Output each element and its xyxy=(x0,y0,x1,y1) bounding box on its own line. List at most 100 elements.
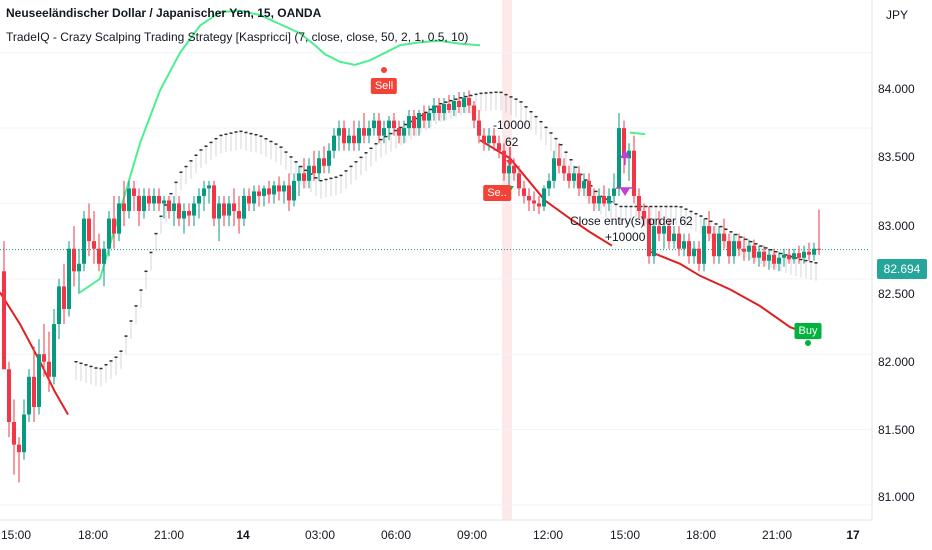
candle-up xyxy=(427,113,431,121)
candle-up xyxy=(52,324,56,377)
candle-down xyxy=(537,203,541,207)
candle-up xyxy=(332,135,336,151)
candle-down xyxy=(712,233,716,257)
candle-down xyxy=(222,203,226,216)
sell-signal-label[interactable]: Se.. xyxy=(483,185,511,201)
candle-up xyxy=(57,286,61,325)
candle-up xyxy=(552,158,556,181)
candle-down xyxy=(267,188,271,195)
time-tick: 17 xyxy=(846,528,860,542)
candle-down xyxy=(687,241,691,257)
candle-up xyxy=(77,263,81,272)
candle-down xyxy=(437,105,441,114)
candle-up xyxy=(197,195,201,204)
candle-up xyxy=(142,195,146,212)
candle-down xyxy=(97,248,101,264)
candle-down xyxy=(112,218,116,234)
candle-down xyxy=(7,369,11,423)
candle-up xyxy=(307,165,311,181)
candle-up xyxy=(627,150,631,159)
candle-up xyxy=(22,414,26,453)
candle-down xyxy=(277,185,281,192)
buy-dot xyxy=(805,340,811,346)
indicator-legend[interactable]: TradeIQ - Crazy Scalping Trading Strateg… xyxy=(6,30,469,44)
candle-down xyxy=(157,195,161,204)
close-entry-label: Close entry(s) order 62 xyxy=(570,214,693,228)
candle-down xyxy=(137,195,141,212)
candle-down xyxy=(177,203,181,219)
candle-up xyxy=(82,218,86,264)
price-tick: 83.500 xyxy=(878,150,915,164)
candle-up xyxy=(127,188,131,212)
time-tick: 12:00 xyxy=(532,528,564,542)
candle-down xyxy=(502,150,506,174)
candle-down xyxy=(232,203,236,212)
candle-down xyxy=(147,195,151,204)
candle-up xyxy=(507,165,511,174)
candle-up xyxy=(542,188,546,207)
upper-band-line xyxy=(629,131,646,136)
candle-down xyxy=(697,248,701,264)
candle-up xyxy=(272,185,276,195)
candle-down xyxy=(622,128,626,159)
candle-down xyxy=(422,113,426,121)
sell-signal-label[interactable]: Sell xyxy=(370,78,398,94)
candle-up xyxy=(292,180,296,201)
candle-up xyxy=(692,248,696,257)
candles xyxy=(2,90,821,483)
candle-up xyxy=(757,251,761,258)
candle-down xyxy=(527,195,531,201)
candle-down xyxy=(72,248,76,272)
candle-down xyxy=(447,104,451,111)
buy-signal-label[interactable]: Buy xyxy=(794,323,822,339)
candle-up xyxy=(732,241,736,257)
candle-down xyxy=(742,248,746,252)
candle-down xyxy=(342,128,346,144)
candle-down xyxy=(122,203,126,212)
candle-up xyxy=(582,180,586,189)
candle-down xyxy=(532,200,536,204)
symbol-title[interactable]: Neuseeländischer Dollar / Japanischer Ye… xyxy=(6,6,322,20)
price-tick: 82.500 xyxy=(878,287,915,301)
candle-down xyxy=(482,135,486,144)
candle-down xyxy=(752,245,756,258)
candle-up xyxy=(172,203,176,212)
candle-down xyxy=(642,211,646,219)
candle-up xyxy=(767,254,771,261)
candle-down xyxy=(722,233,726,242)
candle-down xyxy=(87,218,91,242)
time-tick: 15:00 xyxy=(0,528,32,542)
candle-up xyxy=(347,135,351,144)
candle-up xyxy=(442,104,446,114)
candle-down xyxy=(322,158,326,166)
time-tick: 21:00 xyxy=(153,528,185,542)
candle-down xyxy=(727,241,731,257)
close-arrow-head xyxy=(620,150,630,158)
candle-down xyxy=(492,135,496,144)
candle-up xyxy=(407,116,411,129)
candle-up xyxy=(812,248,816,255)
candle-up xyxy=(207,185,211,189)
candle-down xyxy=(707,226,711,234)
close-pnl-label: +10000 xyxy=(605,230,646,244)
candle-down xyxy=(632,150,636,196)
candle-down xyxy=(477,120,481,136)
candle-down xyxy=(397,128,401,136)
candle-down xyxy=(352,135,356,144)
candle-down xyxy=(577,173,581,189)
candle-up xyxy=(252,191,256,204)
candle-up xyxy=(572,173,576,181)
candle-down xyxy=(497,143,501,151)
candle-down xyxy=(32,376,36,407)
candle-down xyxy=(212,185,216,219)
candle-up xyxy=(607,195,611,204)
candle-down xyxy=(312,165,316,174)
trade-pnl-label: -10000 xyxy=(493,118,531,132)
time-tick: 21:00 xyxy=(761,528,793,542)
candle-up xyxy=(27,376,31,415)
candle-down xyxy=(167,200,171,212)
candle-up xyxy=(182,211,186,219)
candle-down xyxy=(562,165,566,174)
